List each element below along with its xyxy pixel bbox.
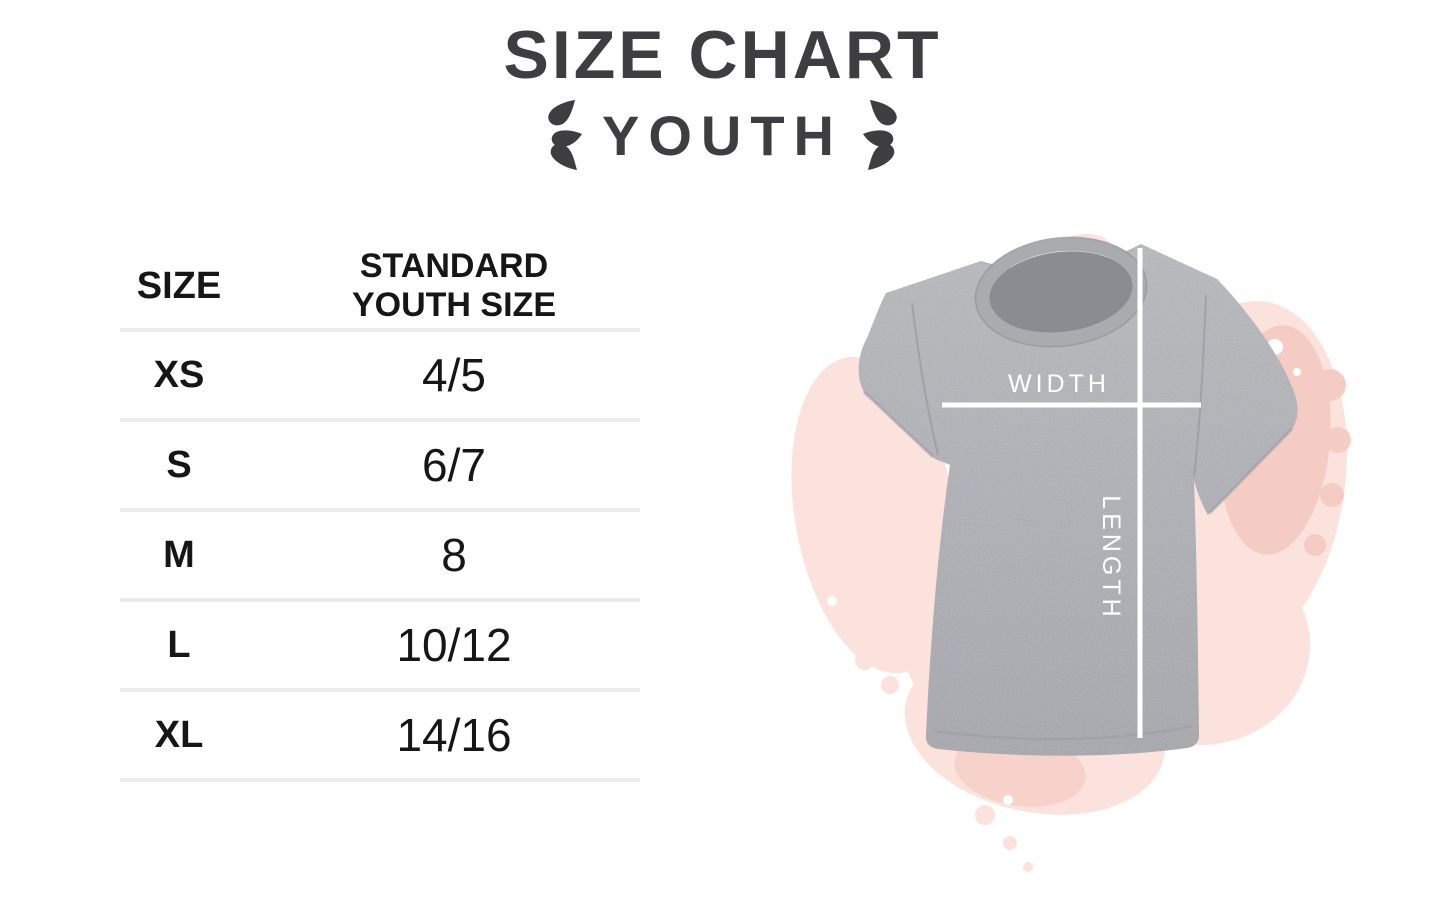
page-title: SIZE CHART [503, 17, 942, 93]
size-label: M [163, 533, 195, 576]
tshirt [858, 236, 1298, 756]
table-row: XL 14/16 [120, 692, 640, 782]
header: SIZE CHART YOUTH [0, 16, 1445, 172]
size-value: 8 [441, 529, 467, 581]
length-label: LENGTH [1097, 495, 1125, 620]
tshirt-measurement-diagram: WIDTH LENGTH [770, 215, 1445, 920]
size-value: 6/7 [422, 439, 486, 491]
subtitle-row: YOUTH [0, 98, 1445, 172]
table-row: L 10/12 [120, 602, 640, 692]
table-row: XS 4/5 [120, 332, 640, 422]
column-header-standard-youth-size: STANDARD YOUTH SIZE [351, 246, 557, 324]
column-header-size: SIZE [136, 264, 222, 307]
flourish-left-icon [548, 100, 582, 170]
size-label: L [167, 623, 191, 666]
flourish-right-icon [863, 100, 897, 170]
table-header-row: SIZE STANDARD YOUTH SIZE [120, 244, 640, 332]
tshirt-collar [974, 236, 1148, 348]
size-value: 14/16 [396, 709, 512, 761]
size-value: 4/5 [422, 349, 486, 401]
table-row: M 8 [120, 512, 640, 602]
tshirt-diagram-svg: WIDTH LENGTH [791, 234, 1351, 872]
size-label: XL [154, 713, 204, 756]
size-label: S [166, 443, 192, 486]
width-label: WIDTH [1008, 370, 1110, 398]
size-value: 10/12 [396, 619, 512, 671]
page-subtitle: YOUTH [602, 103, 843, 167]
table-row: S 6/7 [120, 422, 640, 512]
size-label: XS [153, 353, 205, 396]
size-chart-table: SIZE STANDARD YOUTH SIZE XS 4/5 S 6/7 M … [120, 244, 640, 782]
